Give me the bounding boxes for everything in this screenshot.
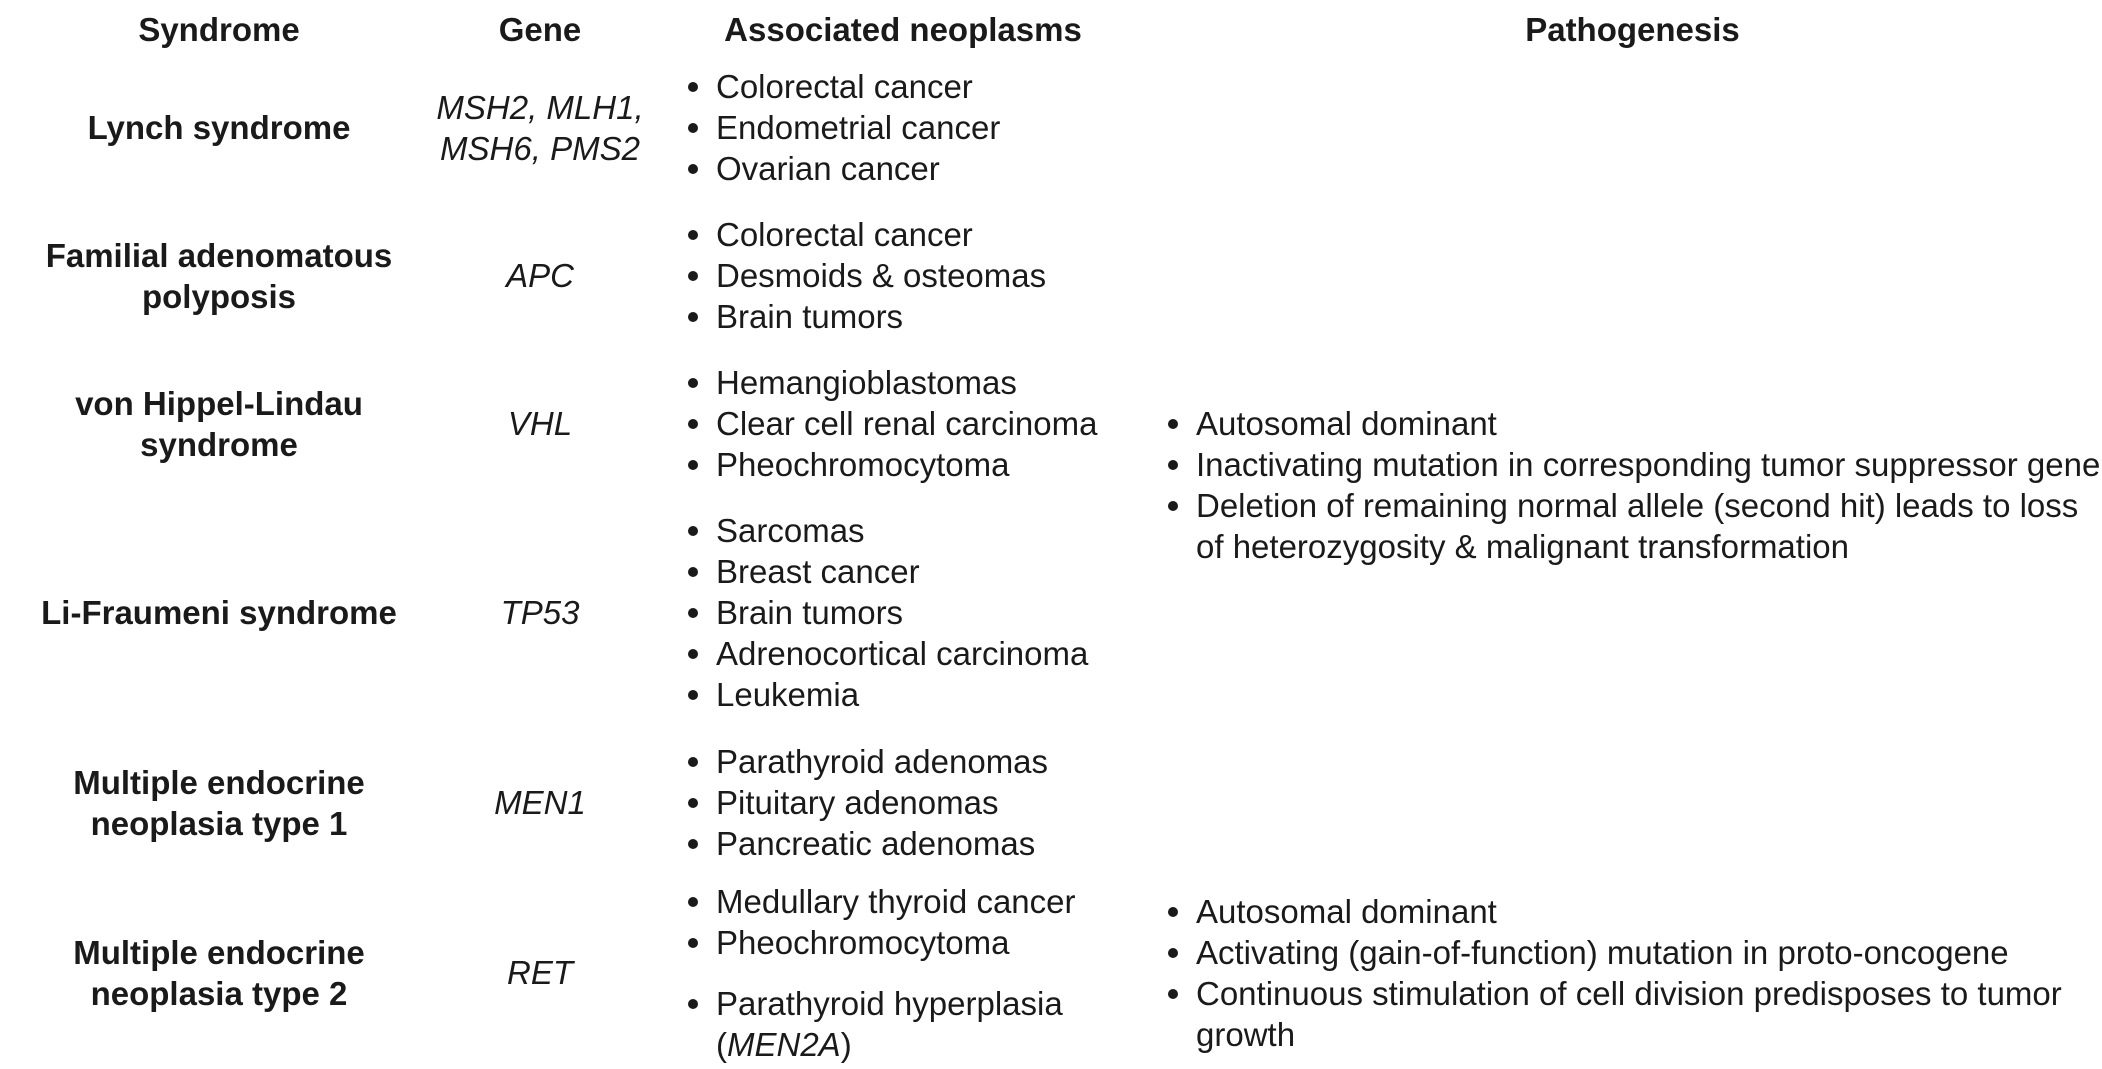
gene-vhl: VHL (428, 351, 652, 496)
syndrome-label: Li-Fraumeni syndrome (41, 594, 397, 631)
neoplasm-item: Brain tumors (683, 592, 1088, 633)
syndrome-label-line2: syndrome (140, 425, 298, 463)
gene-lynch: MSH2, MLH1, MSH6, PMS2 (428, 55, 652, 200)
gene-label: APC (506, 257, 574, 294)
neoplasms-fap: Colorectal cancer Desmoids & osteomas Br… (683, 203, 1153, 348)
gene-men2: RET (428, 880, 652, 1065)
neoplasm-item: Pituitary adenomas (683, 782, 1048, 823)
neoplasm-item: Medullary thyroid cancer (683, 881, 1076, 922)
syndrome-men1: Multiple endocrine neoplasia type 1 (0, 730, 438, 875)
syndrome-label-line2: neoplasia type 1 (90, 804, 348, 842)
syndrome-label-line1: von Hippel-Lindau (75, 384, 363, 422)
neoplasm-item: Endometrial cancer (683, 107, 1000, 148)
syndrome-vhl: von Hippel-Lindau syndrome (0, 351, 438, 496)
neoplasm-item: Ovarian cancer (683, 148, 1000, 189)
gene-fap: APC (428, 203, 652, 348)
neoplasm-item: Pheochromocytoma (683, 444, 1097, 485)
syndrome-label-line1: Multiple endocrine (73, 933, 365, 971)
syndrome-label: Lynch syndrome (87, 109, 351, 146)
pathogenesis-tumor-suppressor: Autosomal dominant Inactivating mutation… (1163, 380, 2102, 590)
header-pathogenesis: Pathogenesis (1525, 11, 1740, 48)
gene-label-line1: MSH2, MLH1, (436, 88, 644, 126)
neoplasm-item: Parathyroid hyperplasia (MEN2A) (683, 983, 1076, 1065)
header-gene: Gene (498, 11, 582, 48)
neoplasm-item: Breast cancer (683, 551, 1088, 592)
neoplasm-item: Hemangioblastomas (683, 362, 1097, 403)
neoplasms-vhl: Hemangioblastomas Clear cell renal carci… (683, 351, 1153, 496)
neoplasm-note-open: ( (716, 1025, 727, 1063)
neoplasms-lynch: Colorectal cancer Endometrial cancer Ova… (683, 55, 1153, 200)
syndrome-label-line2: polyposis (141, 277, 297, 315)
neoplasm-item: Clear cell renal carcinoma (683, 403, 1097, 444)
syndrome-label-line2: neoplasia type 2 (90, 974, 348, 1012)
neoplasm-item: Adrenocortical carcinoma (683, 633, 1088, 674)
neoplasms-men2: Medullary thyroid cancer Pheochromocytom… (683, 880, 1153, 1065)
neoplasm-item: Desmoids & osteomas (683, 255, 1046, 296)
pathogenesis-item: Inactivating mutation in corresponding t… (1163, 444, 2102, 485)
header-associated-neoplasms: Associated neoplasms (724, 11, 1082, 48)
gene-label-line2: MSH6, PMS2 (440, 129, 640, 167)
neoplasm-item: Pancreatic adenomas (683, 823, 1048, 864)
gene-men1: MEN1 (428, 730, 652, 875)
neoplasm-item: Sarcomas (683, 510, 1088, 551)
pathogenesis-item: Deletion of remaining normal allele (sec… (1163, 485, 2102, 567)
pathogenesis-item: Activating (gain-of-function) mutation i… (1163, 932, 2102, 973)
pathogenesis-item: Continuous stimulation of cell division … (1163, 973, 2102, 1055)
syndrome-men2: Multiple endocrine neoplasia type 2 (0, 880, 438, 1065)
neoplasm-item: Colorectal cancer (683, 214, 1046, 255)
gene-label: MEN1 (494, 784, 586, 821)
pathogenesis-item: Autosomal dominant (1163, 891, 2102, 932)
neoplasms-men1: Parathyroid adenomas Pituitary adenomas … (683, 730, 1153, 875)
pathogenesis-proto-oncogene: Autosomal dominant Activating (gain-of-f… (1163, 885, 2102, 1060)
neoplasms-li-fraumeni: Sarcomas Breast cancer Brain tumors Adre… (683, 500, 1153, 725)
neoplasm-item: Pheochromocytoma (683, 922, 1076, 963)
neoplasm-item: Colorectal cancer (683, 66, 1000, 107)
gene-label: TP53 (500, 594, 580, 631)
syndrome-fap: Familial adenomatous polyposis (0, 203, 438, 348)
header-syndrome: Syndrome (138, 11, 300, 48)
neoplasm-item: Leukemia (683, 674, 1088, 715)
gene-label: VHL (507, 405, 573, 442)
syndrome-label-line1: Multiple endocrine (73, 763, 365, 801)
pathogenesis-item: Autosomal dominant (1163, 403, 2102, 444)
syndrome-lynch: Lynch syndrome (0, 55, 438, 200)
neoplasm-item: Brain tumors (683, 296, 1046, 337)
gene-li-fraumeni: TP53 (428, 500, 652, 725)
neoplasm-note-italic: MEN2A (727, 1025, 841, 1063)
neoplasm-item: Parathyroid adenomas (683, 741, 1048, 782)
syndrome-li-fraumeni: Li-Fraumeni syndrome (0, 500, 438, 725)
syndrome-label-line1: Familial adenomatous (45, 236, 393, 274)
gene-label: RET (507, 954, 573, 991)
neoplasm-note-close: ) (840, 1025, 852, 1063)
neoplasm-text: Parathyroid hyperplasia (716, 984, 1063, 1022)
